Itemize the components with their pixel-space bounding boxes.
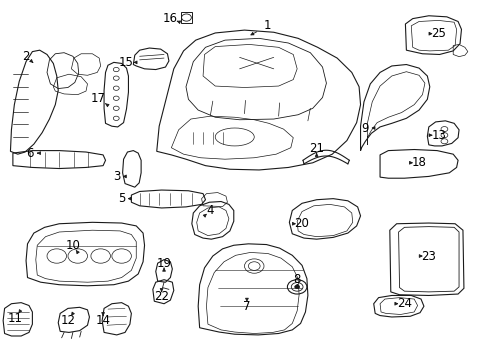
Text: 23: 23 (421, 249, 435, 262)
Text: 20: 20 (294, 217, 309, 230)
Text: 7: 7 (243, 300, 250, 313)
Text: 10: 10 (65, 239, 80, 252)
Text: 8: 8 (293, 273, 300, 286)
Text: 1: 1 (264, 19, 271, 32)
Text: 4: 4 (206, 204, 214, 217)
Text: 17: 17 (91, 92, 105, 105)
Text: 5: 5 (118, 192, 125, 205)
Bar (181, 12, 191, 23)
Circle shape (294, 285, 299, 289)
Text: 19: 19 (156, 257, 171, 270)
Text: 6: 6 (26, 147, 34, 159)
Text: 14: 14 (95, 314, 110, 327)
Text: 18: 18 (411, 156, 426, 169)
Text: 25: 25 (430, 27, 445, 40)
Text: 16: 16 (163, 12, 178, 25)
Text: 2: 2 (22, 50, 30, 63)
Text: 22: 22 (154, 290, 169, 303)
Text: 13: 13 (431, 129, 446, 142)
Text: 11: 11 (8, 311, 23, 325)
Text: 9: 9 (361, 122, 368, 135)
Text: 3: 3 (113, 170, 120, 183)
Text: 12: 12 (61, 314, 75, 327)
Text: 24: 24 (396, 297, 411, 310)
Text: 21: 21 (308, 142, 324, 155)
Text: 15: 15 (119, 56, 134, 69)
